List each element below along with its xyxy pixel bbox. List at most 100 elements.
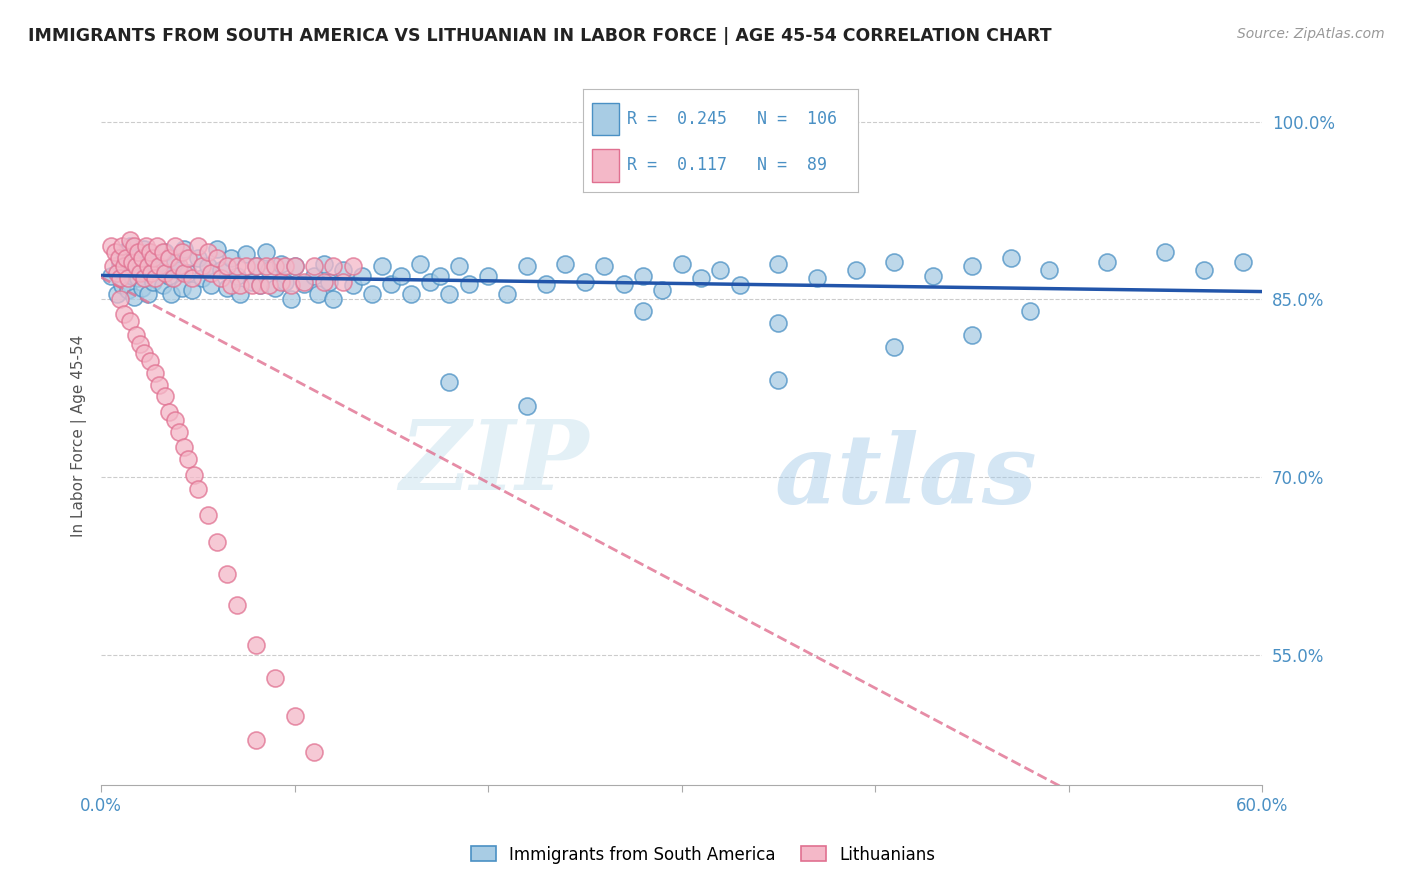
Point <box>370 260 392 274</box>
Legend: Immigrants from South America, Lithuanians: Immigrants from South America, Lithuania… <box>464 839 942 871</box>
Point <box>163 254 186 268</box>
Point <box>110 271 132 285</box>
Point <box>131 251 153 265</box>
Point <box>173 266 195 280</box>
Point <box>135 266 157 280</box>
Point <box>157 405 180 419</box>
Point <box>200 266 222 280</box>
Text: R =  0.245   N =  106: R = 0.245 N = 106 <box>627 110 838 128</box>
Point <box>229 286 252 301</box>
Point <box>177 266 200 280</box>
FancyBboxPatch shape <box>592 149 619 181</box>
Text: atlas: atlas <box>775 431 1038 524</box>
Point <box>284 709 307 723</box>
Point <box>190 260 212 274</box>
Point <box>132 345 155 359</box>
Point <box>167 425 190 439</box>
Point <box>215 280 238 294</box>
Point <box>128 260 150 274</box>
Point <box>389 268 412 283</box>
Point <box>574 275 596 289</box>
Point <box>768 257 790 271</box>
Point <box>200 278 222 293</box>
Point <box>342 260 364 274</box>
Point <box>1154 245 1177 260</box>
Point <box>143 366 166 380</box>
Point <box>148 260 170 274</box>
Point <box>167 260 190 274</box>
Point <box>157 251 180 265</box>
Point <box>1000 251 1022 265</box>
Point <box>259 278 281 293</box>
Point <box>190 271 212 285</box>
Point <box>153 245 176 260</box>
Point <box>235 260 257 274</box>
Point <box>112 245 135 260</box>
Point <box>264 260 287 274</box>
Point <box>197 260 219 274</box>
Point <box>302 260 325 274</box>
Point <box>274 275 297 289</box>
Point <box>138 245 160 260</box>
Point <box>225 598 247 612</box>
Point <box>280 278 302 293</box>
Point <box>307 286 329 301</box>
Point <box>960 327 983 342</box>
Point <box>122 290 145 304</box>
Point <box>768 316 790 330</box>
Point <box>138 247 160 261</box>
Point <box>651 283 673 297</box>
Point <box>280 293 302 307</box>
Point <box>361 286 384 301</box>
Point <box>115 251 138 265</box>
Point <box>148 377 170 392</box>
Point <box>1038 263 1060 277</box>
Point <box>197 508 219 522</box>
Point <box>111 239 134 253</box>
Point <box>883 254 905 268</box>
Point <box>177 251 200 265</box>
Point <box>332 275 354 289</box>
Point <box>143 257 166 271</box>
Point <box>197 245 219 260</box>
Point <box>167 263 190 277</box>
Point <box>163 413 186 427</box>
Point <box>284 260 307 274</box>
Point <box>173 242 195 256</box>
Point <box>152 278 174 293</box>
Point <box>163 239 186 253</box>
Point <box>172 280 194 294</box>
Point <box>292 277 315 291</box>
Point <box>187 482 209 496</box>
Point <box>342 278 364 293</box>
Point <box>115 263 138 277</box>
Point <box>187 251 209 265</box>
Point <box>1018 304 1040 318</box>
Point <box>215 567 238 582</box>
Point <box>302 268 325 283</box>
Point <box>457 277 479 291</box>
Point <box>120 239 142 253</box>
Point <box>117 271 139 285</box>
Point <box>312 275 335 289</box>
Point <box>429 268 451 283</box>
Point <box>125 260 148 274</box>
Point <box>105 286 128 301</box>
Point <box>259 263 281 277</box>
Point <box>205 251 228 265</box>
Point <box>612 277 634 291</box>
Point <box>249 278 271 293</box>
Point <box>110 293 132 307</box>
Point <box>187 239 209 253</box>
Point <box>318 275 340 289</box>
Point <box>112 260 135 274</box>
Point <box>127 245 149 260</box>
Point <box>312 257 335 271</box>
Text: R =  0.117   N =  89: R = 0.117 N = 89 <box>627 156 827 174</box>
Point <box>225 260 247 274</box>
Point <box>960 260 983 274</box>
Point <box>270 257 292 271</box>
Point <box>1097 254 1119 268</box>
Point <box>254 245 277 260</box>
Point <box>183 467 205 482</box>
